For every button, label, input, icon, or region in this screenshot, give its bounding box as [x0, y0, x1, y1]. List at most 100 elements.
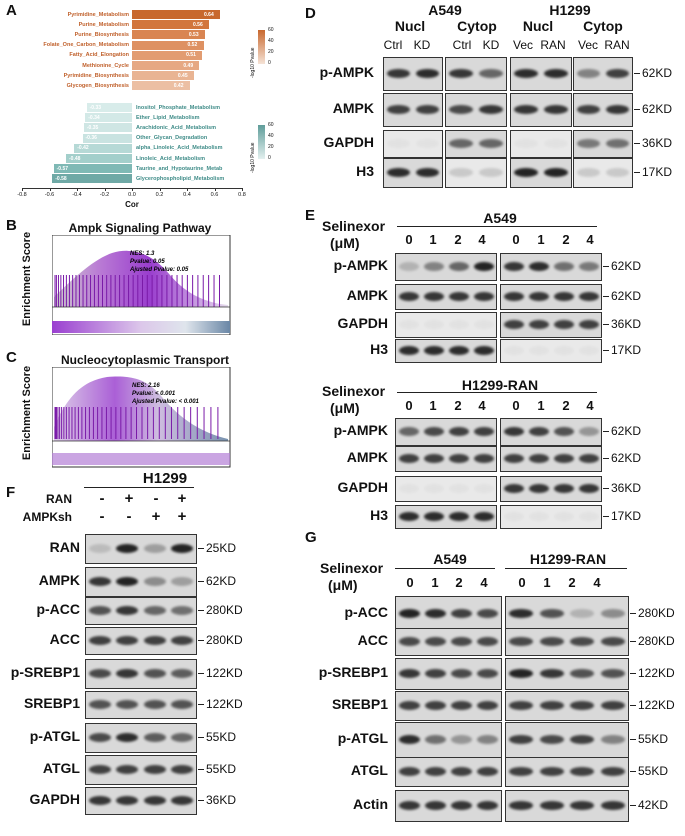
lane-label: Ctrl	[383, 38, 403, 52]
protein-band	[171, 700, 194, 709]
bar-value: -0.36	[85, 135, 97, 142]
blot-image	[445, 57, 507, 91]
x-tick	[242, 188, 243, 191]
treatment-label: Selinexor	[322, 218, 386, 234]
protein-band	[528, 454, 549, 463]
protein-band	[553, 262, 574, 271]
blot-image	[395, 628, 502, 656]
blot-image	[395, 476, 497, 502]
protein-band	[116, 700, 139, 709]
header-rule	[505, 568, 627, 569]
blot-image	[85, 755, 197, 785]
protein-band	[509, 701, 534, 710]
x-tick	[214, 188, 216, 191]
dose-label: 4	[480, 575, 488, 590]
protein-band	[473, 346, 494, 355]
pathway-label: Purine_Biosynthesis	[74, 31, 129, 38]
condition-sign: +	[177, 508, 187, 525]
protein-band	[479, 139, 503, 148]
cell-line-h1299-ran: H1299-RAN	[461, 377, 539, 393]
pathway-label: Ether_Lipid_Metabolism	[136, 114, 200, 121]
blot-row-label: H3	[370, 341, 388, 357]
blot-row-label: ATGL	[42, 760, 80, 776]
blot-image	[395, 722, 502, 758]
blot-row-label: ACC	[357, 632, 388, 648]
protein-band	[449, 320, 469, 329]
protein-band	[570, 701, 595, 710]
legend-tick: 20	[268, 49, 274, 55]
blot-image	[85, 787, 197, 815]
dose-label: 2	[562, 398, 570, 413]
protein-band	[398, 637, 420, 646]
cell-line-a549: A549	[483, 210, 517, 226]
protein-band	[423, 454, 444, 463]
kd-tick	[198, 769, 204, 770]
bar-value: 0.56	[193, 21, 203, 28]
bar-value: 0.52	[187, 42, 198, 49]
blot-row-label: GAPDH	[29, 791, 80, 807]
kd-tick	[634, 172, 640, 173]
fraction-cytop: Cytop	[583, 18, 623, 34]
protein-band	[509, 609, 534, 618]
protein-band	[449, 139, 473, 148]
fraction-nucl: Nucl	[394, 18, 426, 34]
protein-band	[477, 767, 499, 776]
pathway-label: Other_Glycan_Degradation	[136, 135, 208, 142]
bar-value: -0.57	[56, 165, 69, 172]
protein-band	[509, 801, 534, 810]
x-tick-label: 0.6	[210, 192, 219, 198]
kd-tick	[198, 737, 204, 738]
molecular-weight-label: 36KD	[642, 136, 673, 150]
header-rule	[84, 487, 194, 488]
protein-band	[143, 606, 166, 615]
protein-band	[424, 801, 446, 810]
protein-band	[451, 801, 473, 810]
protein-band	[88, 577, 111, 586]
blot-image	[573, 93, 633, 127]
protein-band	[504, 512, 524, 521]
molecular-weight-label: 36KD	[611, 317, 642, 331]
blot-row-label: Actin	[353, 796, 388, 812]
x-tick-label: 0.0	[128, 192, 136, 198]
bar-value: -0.33	[89, 104, 102, 111]
protein-band	[576, 69, 601, 78]
protein-band	[579, 346, 599, 355]
lane-label: RAN	[604, 38, 630, 52]
protein-band	[451, 669, 473, 678]
protein-band	[116, 669, 139, 678]
kd-tick	[634, 109, 640, 110]
molecular-weight-label: 17KD	[642, 165, 673, 179]
protein-band	[477, 637, 499, 646]
lane-label: Vec	[577, 38, 598, 52]
treatment-unit: (μM)	[330, 400, 360, 416]
protein-band	[539, 669, 564, 678]
blot-row-label: p-AMPK	[333, 257, 388, 273]
molecular-weight-label: 55KD	[638, 732, 669, 746]
protein-band	[143, 544, 166, 553]
molecular-weight-label: 36KD	[206, 793, 237, 807]
protein-band	[398, 292, 419, 301]
protein-band	[600, 735, 625, 744]
gsea-ampk-plot: Ampk Signaling Pathway Enrichment Score …	[0, 215, 300, 347]
kd-tick	[603, 350, 609, 351]
pathway-label: Folate_One_Carbon_Metabolism	[43, 42, 129, 49]
protein-band	[539, 609, 564, 618]
correlation-bar	[132, 40, 204, 50]
blot-row-label: p-AMPK	[319, 64, 374, 80]
kd-tick	[603, 296, 609, 297]
dose-label: 0	[405, 232, 413, 247]
protein-band	[143, 765, 166, 774]
protein-band	[423, 512, 444, 521]
lane-label: KD	[413, 38, 431, 52]
dose-label: 2	[568, 575, 576, 590]
protein-band	[539, 767, 564, 776]
blot-image	[510, 158, 572, 188]
condition-sign: +	[177, 490, 187, 507]
panel-label-e: E	[305, 207, 316, 224]
kd-tick	[634, 143, 640, 144]
protein-band	[477, 701, 499, 710]
lane-label: KD	[482, 38, 500, 52]
correlation-bar	[86, 103, 132, 112]
protein-band	[398, 512, 419, 521]
protein-band	[448, 262, 469, 271]
